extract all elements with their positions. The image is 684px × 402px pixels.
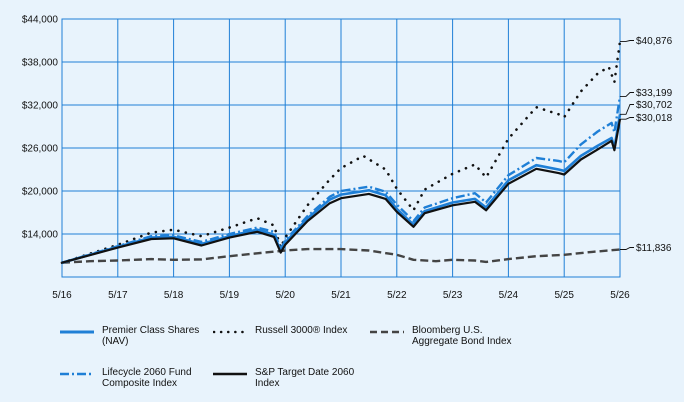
y-tick-label-1: $20,000 [22,187,59,198]
x-tick-label-9: 5/25 [554,290,574,301]
x-axis-ticks: 5/16 5/17 5/18 5/19 5/20 5/21 5/22 5/23 5/24 5/25… [52,290,630,301]
x-tick-label-10: 5/26 [610,290,630,301]
y-axis-ticks: $14,000 $20,000 $26,000 $32,000 $38,000 $44,0… [22,15,59,241]
x-tick-label-4: 5/20 [275,290,295,301]
x-tick-label-8: 5/24 [499,290,519,301]
end-label-leader-4 [620,117,634,120]
y-tick-label-3: $32,000 [22,101,59,112]
x-tick-label-7: 5/23 [443,290,463,301]
series-line-2 [61,247,621,264]
y-tick-label-2: $26,000 [22,144,59,155]
x-tick-label-6: 5/22 [387,290,407,301]
y-tick-label-4: $38,000 [22,58,59,69]
x-tick-label-3: 5/19 [220,290,240,301]
end-label-leader-0 [620,104,634,115]
end-label-0: $30,702 [636,100,673,111]
series-line-3 [61,96,622,264]
end-label-2: $11,836 [636,243,672,254]
x-tick-label-5: 5/21 [331,290,351,301]
x-tick-label-1: 5/17 [108,290,128,301]
end-label-1: $40,876 [636,36,673,47]
end-label-leader-2 [620,247,634,250]
series-line-0 [61,114,622,264]
end-label-leader-1 [620,40,634,42]
y-tick-label-5: $44,000 [22,15,59,26]
end-label-4: $30,018 [636,113,673,124]
end-label-3: $33,199 [636,88,673,99]
end-labels: $40,876 $33,199$30,702 $30,018 $11,836 [620,36,673,254]
x-tick-label-0: 5/16 [52,290,72,301]
series-line-4 [61,119,622,264]
end-label-leader-3 [620,92,634,97]
y-tick-label-0: $14,000 [22,230,59,241]
x-tick-label-2: 5/18 [164,290,184,301]
series-lines [60,40,622,264]
